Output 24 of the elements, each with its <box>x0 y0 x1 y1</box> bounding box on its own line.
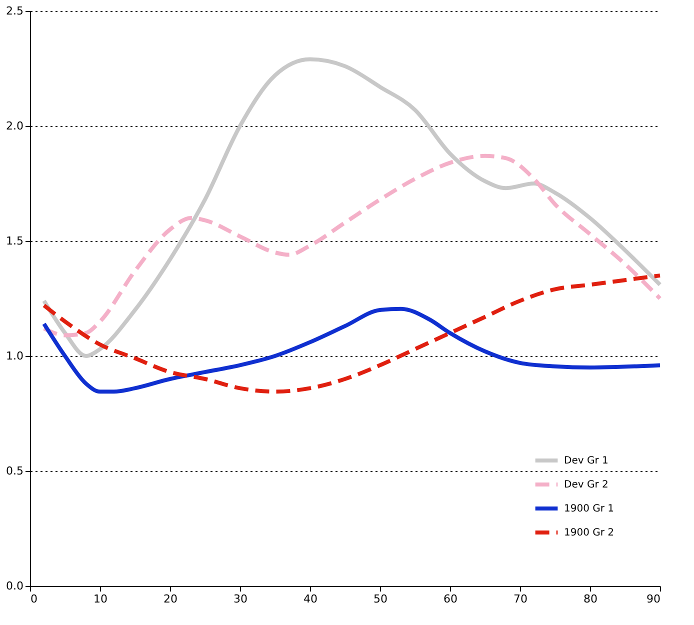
x-tick-label: 50 <box>374 592 388 606</box>
x-tick-label: 40 <box>304 592 318 606</box>
x-tick-label: 90 <box>646 592 660 606</box>
legend-label: Dev Gr 1 <box>564 456 608 466</box>
y-tick-label: 0.0 <box>6 580 24 592</box>
x-tick-label: 20 <box>164 592 178 606</box>
legend-label: 1900 Gr 1 <box>564 504 614 514</box>
y-tick-label: 0.5 <box>6 464 24 478</box>
line-series <box>42 154 662 338</box>
x-tick-label: 60 <box>444 592 458 606</box>
x-tick-label: 10 <box>94 592 108 606</box>
y-tick-label: 2.5 <box>6 4 24 18</box>
x-tick-label: 0 <box>30 592 38 606</box>
x-tick-label: 30 <box>234 592 248 606</box>
x-tick-label: 80 <box>584 592 598 606</box>
x-tick-label: 70 <box>514 592 528 606</box>
y-tick-label: 2.0 <box>6 120 24 132</box>
y-tick-label: 1.0 <box>6 350 24 362</box>
line-series <box>42 274 662 394</box>
y-tick-label: 1.5 <box>6 234 24 248</box>
line-series <box>42 57 662 358</box>
legend-label: Dev Gr 2 <box>564 480 608 490</box>
line-series <box>42 306 662 394</box>
legend-label: 1900 Gr 2 <box>564 528 614 538</box>
